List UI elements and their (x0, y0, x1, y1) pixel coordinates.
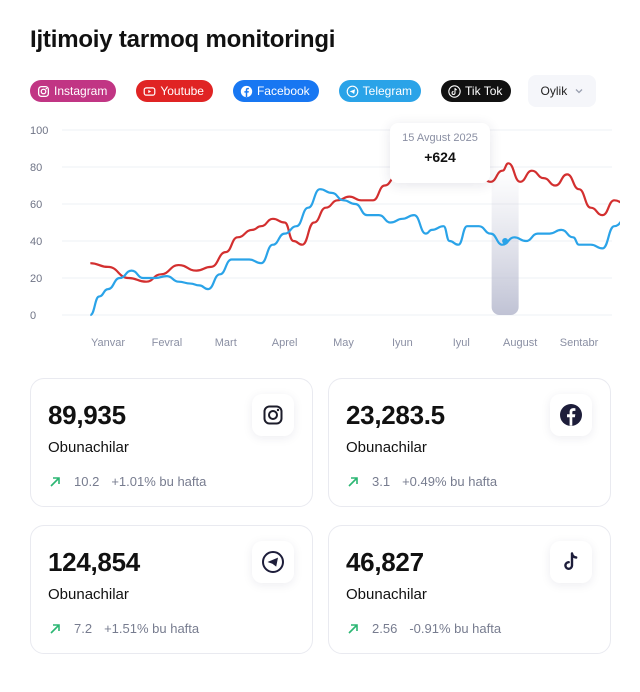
chip-label: Tik Tok (465, 84, 503, 98)
chip-tiktok[interactable]: Tik Tok (441, 80, 512, 102)
facebook-icon (550, 394, 592, 436)
period-select-value: Oylik (540, 84, 568, 98)
platform-filter: Instagram Youtube Facebook Telegram Tik … (30, 75, 597, 107)
y-tick-label: 100 (30, 125, 48, 137)
stat-label: Obunachilar (48, 586, 129, 603)
instagram-icon (37, 85, 50, 98)
facebook-icon (240, 85, 253, 98)
stat-value: 89,935 (48, 400, 126, 430)
x-tick-label: Aprel (272, 337, 298, 349)
stat-label: Obunachilar (346, 586, 427, 603)
chip-facebook[interactable]: Facebook (232, 80, 319, 102)
stat-label: Obunachilar (346, 439, 427, 456)
stat-change: +1.51% bu hafta (104, 621, 200, 636)
chevron-down-icon (575, 89, 583, 94)
x-tick-label: Iyun (392, 337, 413, 349)
y-tick-label: 60 (30, 199, 42, 211)
stat-change: +1.01% bu hafta (111, 474, 207, 489)
telegram-icon (252, 541, 294, 583)
stat-card-instagram: 89,935 Obunachilar 10.2 +1.01% bu hafta (30, 378, 313, 507)
instagram-icon (252, 394, 294, 436)
stat-change: +0.49% bu hafta (402, 474, 498, 489)
page-title: Ijtimoiy tarmoq monitoringi (30, 26, 336, 53)
chip-label: Facebook (256, 84, 310, 98)
chart-tooltip: 15 Avgust 2025 +624 (390, 123, 490, 183)
series-line-2 (89, 188, 620, 317)
x-tick-label: May (333, 337, 354, 349)
chip-instagram[interactable]: Instagram (30, 80, 117, 102)
y-tick-label: 0 (30, 310, 36, 322)
stat-growth: 3.1 (372, 474, 391, 489)
stat-value: 46,827 (346, 547, 424, 577)
subscriber-line-chart: 0 20 40 60 80 100 Yanvar Fevral Mart Aprel May Iyun… (30, 125, 620, 349)
tooltip-date: 15 Avgust 2025 (402, 132, 478, 144)
tooltip-value: +624 (424, 149, 456, 165)
x-tick-label: Sentabr (560, 337, 599, 349)
chip-label: Instagram (54, 84, 108, 98)
chip-telegram[interactable]: Telegram (338, 80, 422, 102)
chip-label: Telegram (362, 84, 413, 98)
arrow-up-right-icon (348, 476, 358, 487)
y-tick-label: 80 (30, 162, 42, 174)
stat-trend: 3.1 +0.49% bu hafta (346, 474, 497, 489)
x-tick-label: Mart (215, 337, 237, 349)
tiktok-icon (550, 541, 592, 583)
arrow-up-right-icon (50, 623, 60, 634)
stat-value: 23,283.5 (346, 400, 445, 430)
youtube-icon (143, 85, 156, 98)
stat-growth: 2.56 (372, 621, 398, 636)
chip-label: Youtube (160, 84, 204, 98)
stat-trend: 10.2 +1.01% bu hafta (48, 474, 206, 489)
stat-card-facebook: 23,283.5 Obunachilar 3.1 +0.49% bu hafta (328, 378, 611, 507)
x-tick-label: Yanvar (91, 337, 125, 349)
stat-card-telegram: 124,854 Obunachilar 7.2 +1.51% bu hafta (30, 525, 313, 654)
y-tick-label: 20 (30, 273, 42, 285)
x-tick-label: August (503, 337, 537, 349)
tiktok-icon (448, 84, 461, 98)
chip-youtube[interactable]: Youtube (136, 80, 213, 102)
highlight-point (502, 238, 509, 244)
stat-trend: 7.2 +1.51% bu hafta (48, 621, 199, 636)
arrow-up-right-icon (50, 476, 60, 487)
stat-growth: 7.2 (74, 621, 93, 636)
stat-trend: 2.56 -0.91% bu hafta (346, 621, 501, 636)
telegram-icon (346, 85, 359, 98)
stat-label: Obunachilar (48, 439, 129, 456)
y-tick-label: 40 (30, 236, 42, 248)
stat-change: -0.91% bu hafta (409, 621, 502, 636)
stat-card-tiktok: 46,827 Obunachilar 2.56 -0.91% bu hafta (328, 525, 611, 654)
series-line-1 (90, 151, 620, 283)
period-select[interactable]: Oylik (528, 75, 597, 107)
arrow-up-right-icon (348, 623, 358, 634)
stat-value: 124,854 (48, 547, 140, 577)
x-tick-label: Fevral (152, 337, 183, 349)
x-tick-label: Iyul (453, 337, 470, 349)
stat-growth: 10.2 (74, 474, 100, 489)
